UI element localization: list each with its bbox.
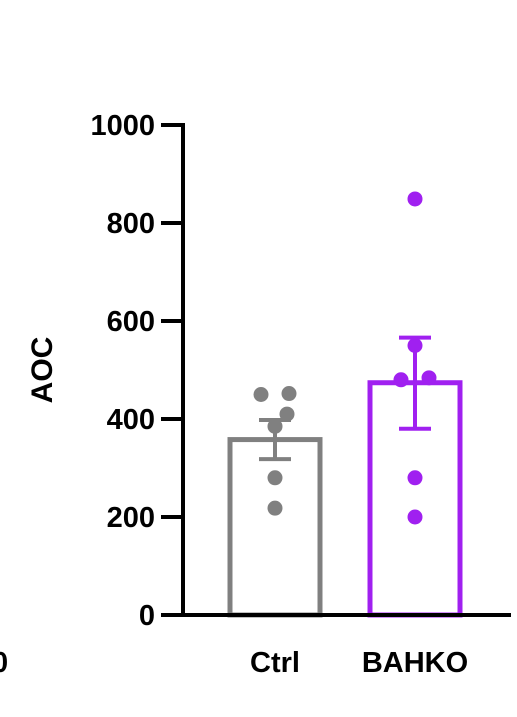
data-point xyxy=(267,470,283,486)
data-point xyxy=(253,387,269,402)
data-point xyxy=(281,386,297,402)
data-point xyxy=(407,191,423,207)
bar-ctrl xyxy=(227,437,323,618)
data-point xyxy=(267,418,283,434)
y-tick-label: 1000 xyxy=(90,110,155,142)
data-point xyxy=(279,406,295,422)
bars-layer xyxy=(227,380,463,618)
data-point xyxy=(407,470,423,486)
data-point xyxy=(407,509,423,525)
y-axis-title: AOC xyxy=(26,337,59,404)
data-point xyxy=(421,370,437,386)
category-label: Ctrl xyxy=(250,647,300,679)
data-point xyxy=(267,500,283,516)
y-tick-label: 800 xyxy=(107,208,155,240)
left-edge-fragment: 0 xyxy=(0,647,8,679)
y-tick-label: 200 xyxy=(107,502,155,534)
category-label: BAHKO xyxy=(362,647,468,679)
y-tick-label: 600 xyxy=(107,306,155,338)
x-axis-categories: Ctrl BAHKO xyxy=(250,647,468,679)
data-point xyxy=(407,338,423,353)
y-tick-label: 400 xyxy=(107,404,155,436)
data-point xyxy=(393,372,409,388)
y-tick-label: 0 xyxy=(139,600,155,632)
points-layer xyxy=(253,191,437,525)
y-axis-ticks: 0 200 400 600 800 1000 xyxy=(90,110,183,632)
